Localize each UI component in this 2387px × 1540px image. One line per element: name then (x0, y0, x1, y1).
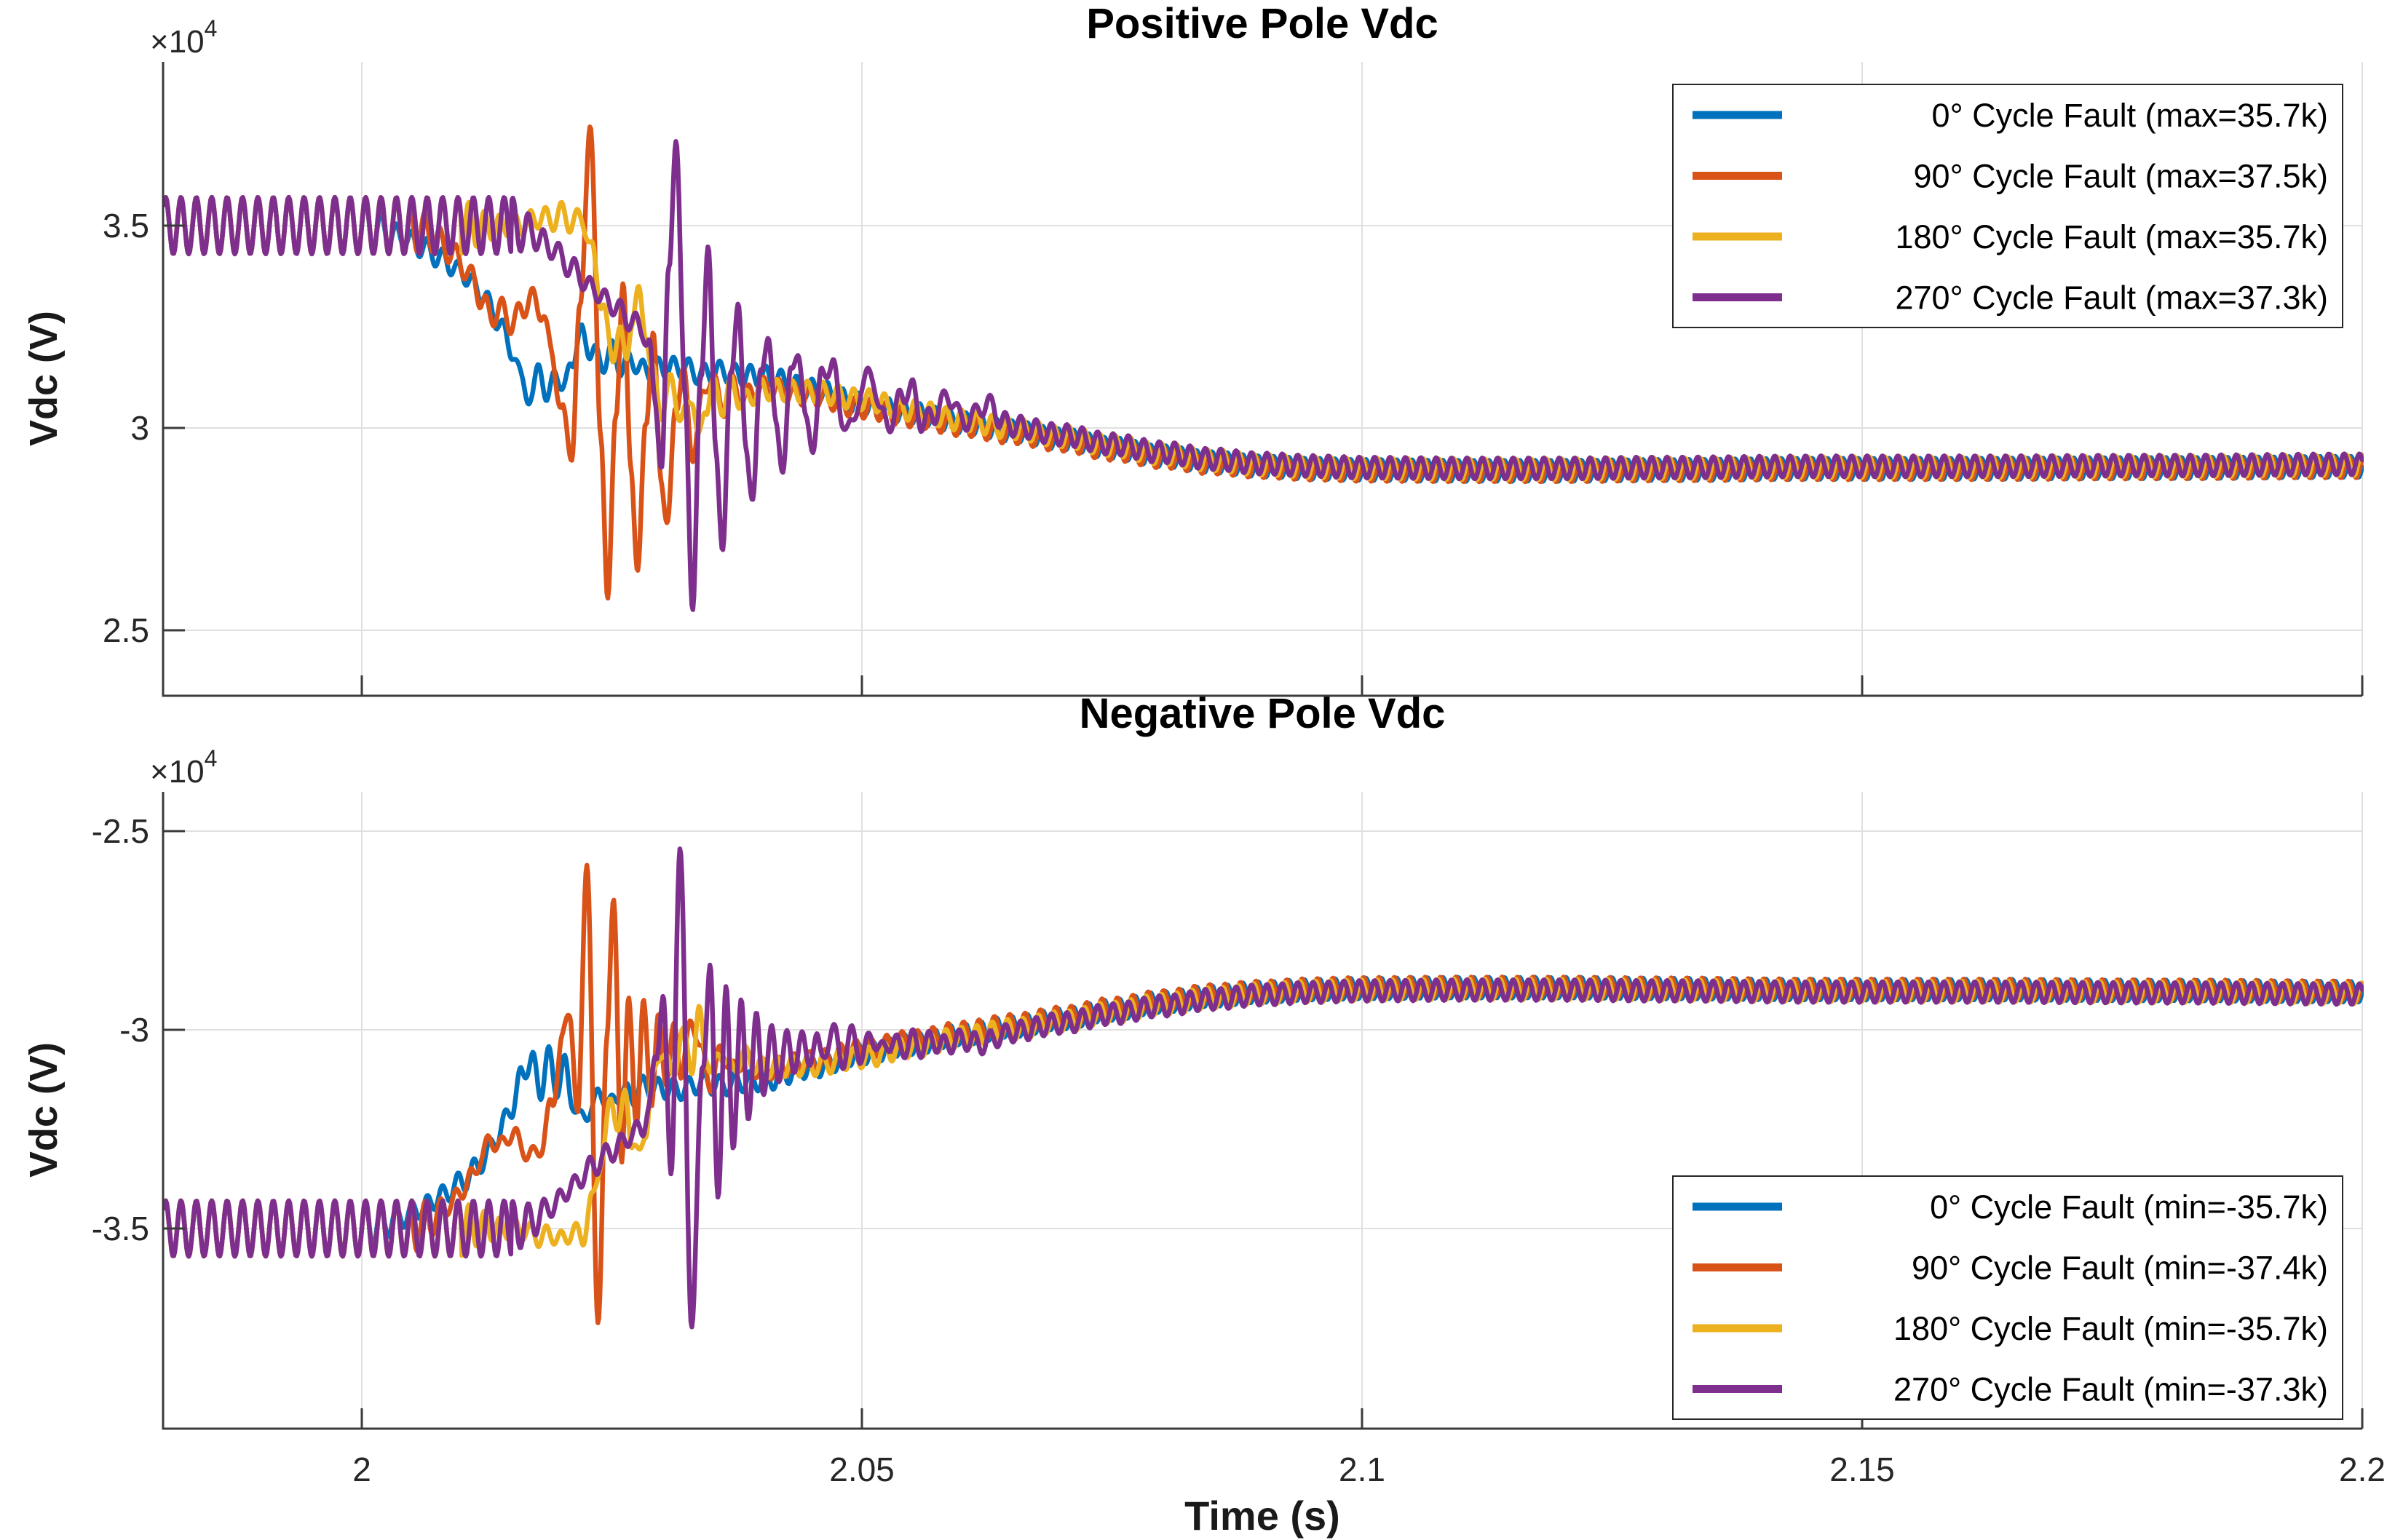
negative-ytick-m3: -3 (119, 1011, 149, 1049)
negative-plot: Negative Pole Vdc ×104 -2.5 -3 -3.5 Vdc … (22, 690, 2386, 1539)
legend-label-negative-180deg: 180° Cycle Fault (min=-35.7k) (1893, 1310, 2328, 1347)
xtick-2p2: 2.2 (2339, 1450, 2386, 1488)
negative-y-axis-label: Vdc (V) (22, 1042, 66, 1178)
positive-axes (162, 62, 2364, 697)
legend-negative-box (1672, 1175, 2343, 1420)
positive-ytick-2p5: 2.5 (103, 611, 149, 649)
positive-ytick-3p5: 3.5 (103, 207, 149, 245)
positive-exponent-label: ×104 (150, 15, 217, 60)
legend-label-positive-270deg: 270° Cycle Fault (max=37.3k) (1896, 279, 2329, 317)
positive-plot: Positive Pole Vdc ×104 3.5 3 2.5 Vdc (V)… (22, 0, 2364, 697)
legend-label-negative-90deg: 90° Cycle Fault (min=-37.4k) (1912, 1250, 2328, 1287)
legend-positive-box (1672, 84, 2343, 328)
series-line-positive-270deg (163, 139, 2364, 612)
positive-plot-title: Positive Pole Vdc (1086, 0, 1438, 47)
negative-ytick-m2p5: -2.5 (92, 812, 149, 850)
negative-plot-title: Negative Pole Vdc (1080, 690, 1446, 737)
legend-label-positive-0deg: 0° Cycle Fault (max=35.7k) (1932, 97, 2328, 134)
legend-negative: 0° Cycle Fault (min=-35.7k) 90° Cycle Fa… (1672, 1175, 2343, 1420)
positive-ytick-3: 3 (130, 409, 149, 447)
xtick-2: 2 (352, 1450, 371, 1488)
negative-exponent-label: ×104 (150, 745, 217, 790)
negative-ytick-m3p5: -3.5 (92, 1210, 149, 1247)
legend-label-negative-270deg: 270° Cycle Fault (min=-37.3k) (1893, 1371, 2328, 1408)
legend-positive: 0° Cycle Fault (max=35.7k) 90° Cycle Fau… (1672, 84, 2343, 328)
xtick-2p05: 2.05 (829, 1450, 895, 1488)
series-line-negative-270deg (163, 846, 2364, 1330)
xtick-2p1: 2.1 (1339, 1450, 1385, 1488)
xtick-2p15: 2.15 (1829, 1450, 1895, 1488)
legend-label-positive-90deg: 90° Cycle Fault (max=37.5k) (1914, 158, 2328, 195)
x-axis-label: Time (s) (1184, 1493, 1340, 1539)
positive-y-axis-label: Vdc (V) (22, 311, 66, 446)
legend-label-negative-0deg: 0° Cycle Fault (min=-35.7k) (1930, 1188, 2328, 1226)
legend-label-positive-180deg: 180° Cycle Fault (max=35.7k) (1896, 218, 2329, 255)
